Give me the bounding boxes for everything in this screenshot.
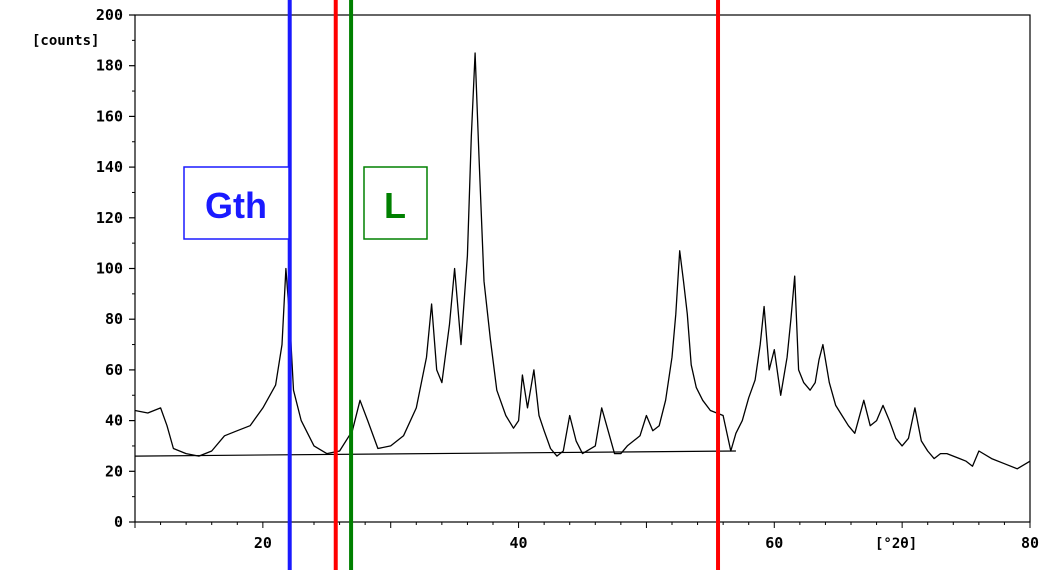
y-unit-label: [counts] (32, 33, 99, 49)
x-tick-label: 60 (765, 534, 783, 552)
marker-lines (287, 0, 721, 570)
x-unit-label: [°2θ] (875, 536, 917, 552)
y-tick-label: 180 (96, 57, 123, 75)
y-tick-label: 20 (105, 462, 123, 480)
l-annotation-box (363, 166, 428, 240)
x-tick-label: 40 (510, 534, 528, 552)
annotations: Gth L (183, 166, 428, 240)
y-tick-label: 160 (96, 107, 123, 125)
l-annotation-label: L (384, 185, 406, 226)
y-tick-label: 100 (96, 260, 123, 278)
x-tick-label: 20 (254, 534, 272, 552)
gth-annotation-label: Gth (205, 185, 267, 226)
ticks: 0 20 40 60 80 100 120 140 160 180 200 20 40 60 80 (96, 6, 1039, 552)
data-layer (134, 52, 1031, 470)
y-tick-label: 80 (105, 310, 123, 328)
axes (134, 14, 1031, 523)
y-tick-label: 120 (96, 209, 123, 227)
diffraction-pattern-line (134, 52, 1031, 470)
gth-annotation-box (183, 166, 290, 240)
plot-frame (134, 14, 1031, 523)
y-tick-label: 200 (96, 6, 123, 24)
baseline-line (134, 450, 736, 457)
y-tick-label: 140 (96, 158, 123, 176)
y-tick-label: 40 (105, 412, 123, 430)
x-tick-label: 80 (1021, 534, 1039, 552)
y-tick-label: 60 (105, 361, 123, 379)
y-tick-label: 0 (114, 513, 123, 531)
